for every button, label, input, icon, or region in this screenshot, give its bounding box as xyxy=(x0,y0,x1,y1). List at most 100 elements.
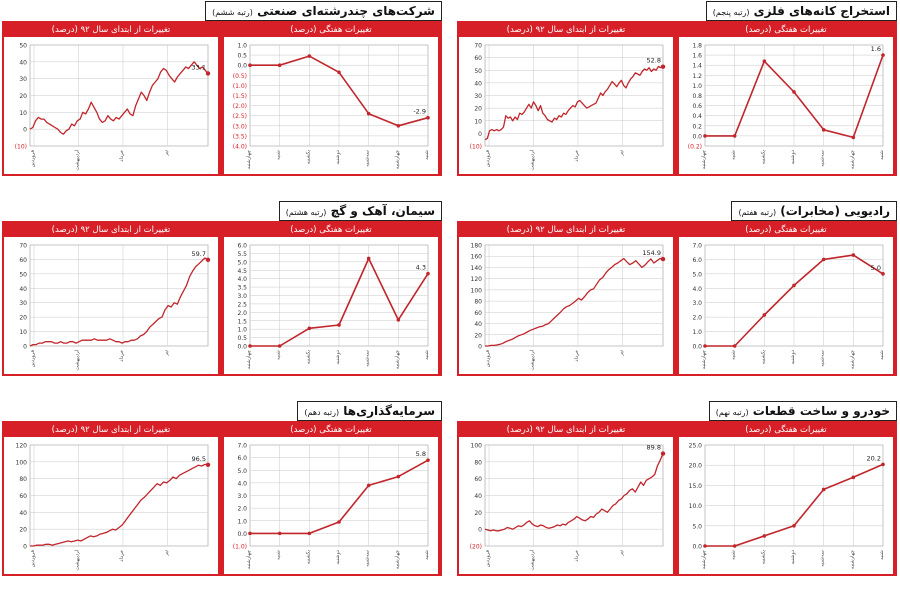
pe-ratio: P/E= ۵/۲ xyxy=(6,180,52,191)
y-tick-label: 1.2 xyxy=(692,73,702,80)
y-tick-label: 1.0 xyxy=(237,43,247,50)
y-tick-label: (10) xyxy=(470,144,482,151)
y-tick-label: 0.0 xyxy=(692,344,702,351)
end-value-label: 52.8 xyxy=(647,57,661,65)
y-tick-label: 30 xyxy=(19,76,27,83)
ytd-chart-plot: (10) 0 10 20 30 40 50 60 70 فروردین اردیبهشت خرداد ت… xyxy=(470,43,666,171)
data-point xyxy=(337,70,341,75)
y-tick-label: 70 xyxy=(19,243,27,250)
y-tick-label: 10 xyxy=(474,118,482,125)
y-tick-label: 60 xyxy=(474,55,482,62)
data-point xyxy=(366,256,371,261)
x-tick-label: خرداد xyxy=(574,550,580,562)
data-point xyxy=(337,323,341,327)
ytd-chart-plot: 0 10 20 30 40 50 60 70 فروردین اردیبهشت خرداد تیر 59… xyxy=(19,243,211,371)
y-tick-label: 2.0 xyxy=(237,506,247,513)
data-point xyxy=(881,462,885,467)
data-point xyxy=(762,59,767,63)
y-tick-label: 0.0 xyxy=(237,63,247,70)
y-tick-label: 20.0 xyxy=(689,463,703,470)
x-tick-label: چهارشنبه xyxy=(849,350,855,369)
x-tick-label: دوشنبه xyxy=(790,150,796,165)
ytd-chart-plot: 0 20 40 60 80 100 120 140 160 180 فروردین اردیبهشت خ… xyxy=(471,243,666,371)
data-point xyxy=(366,483,371,488)
panel-industrial-conglomerates: شرکت‌های چندرشته‌ای صنعتی (رتبه ششم) تغی… xyxy=(2,1,442,191)
x-tick-label: سه‌شنبه xyxy=(365,350,371,367)
y-tick-label: 0.5 xyxy=(237,335,247,342)
y-tick-label: 0.0 xyxy=(692,133,702,140)
y-tick-label: 5.0 xyxy=(692,523,702,530)
x-tick-label: دوشنبه xyxy=(790,350,796,365)
y-tick-label: 3.0 xyxy=(237,293,247,300)
panel-box: تغییرات از ابتدای سال ۹۲ (درصد) (10) 0 10 2… xyxy=(2,21,442,176)
x-tick-label: شنبه xyxy=(731,150,737,160)
x-tick-label: خرداد xyxy=(574,150,580,162)
y-tick-label: 5.0 xyxy=(692,271,702,278)
x-tick-label: چهارشنبه xyxy=(849,550,855,569)
x-tick-label: چهارشنبه xyxy=(246,150,252,169)
data-point xyxy=(307,54,312,58)
y-tick-label: 10 xyxy=(19,329,27,336)
y-tick-label: 50 xyxy=(19,271,27,278)
y-tick-label: 1.0 xyxy=(237,327,247,334)
data-point xyxy=(277,531,282,536)
data-point xyxy=(307,326,312,331)
plot-frame xyxy=(29,244,209,347)
y-tick-label: (1.5) xyxy=(233,93,247,100)
data-point xyxy=(366,111,371,116)
ytd-chart-header: تغییرات از ابتدای سال ۹۲ (درصد) xyxy=(4,224,218,237)
rank-label: (رتبه هشتم) xyxy=(285,208,327,217)
market-value: ارزش بازار(میلیون ریال)=۲۳۹۰۳۱۸,۴۸۸ xyxy=(723,180,891,191)
y-tick-label: 5.5 xyxy=(237,251,247,258)
y-tick-label: 1.8 xyxy=(692,43,702,50)
y-tick-label: 80 xyxy=(474,299,482,306)
y-tick-label: 2.0 xyxy=(692,315,702,322)
y-tick-label: 60 xyxy=(474,310,482,317)
x-tick-label: تیر xyxy=(619,349,625,356)
data-point xyxy=(703,544,707,548)
y-tick-label: (10) xyxy=(15,144,27,151)
y-tick-label: 0 xyxy=(23,344,27,351)
x-tick-label: چهارشنبه xyxy=(394,150,400,169)
y-tick-label: 0.0 xyxy=(237,531,247,538)
market-value: ارزش بازار(میلیون ریال)=۱۳۵,۷۸۶,۰۲۱ xyxy=(726,380,891,391)
x-tick-label: فروردین xyxy=(485,349,491,367)
weekly-chart-plot: 0.0 0.51.0 1.52.0 2.53.03.5 4.04.5 5.05.56.0 چ… xyxy=(237,243,430,370)
x-tick-label: دوشنبه xyxy=(335,150,341,165)
pe-ratio: P/E= ۱۷/۹ xyxy=(461,580,513,591)
data-point xyxy=(821,257,826,262)
panel-box: تغییرات از ابتدای سال ۹۲ (درصد) (10) 0 10 2… xyxy=(457,21,897,176)
x-tick-label: سه‌شنبه xyxy=(820,350,826,367)
x-tick-label: چهارشنبه xyxy=(701,350,707,369)
y-tick-label: 40 xyxy=(19,59,27,66)
data-point xyxy=(732,344,737,348)
data-point xyxy=(307,531,312,536)
x-tick-label: فروردین xyxy=(485,149,491,167)
panel-telecom: رادیویی (مخابرات) (رتبه هفتم) تغییرات از… xyxy=(457,201,897,391)
rank-label: (رتبه ششم) xyxy=(212,8,253,17)
x-tick-label: شنبه xyxy=(276,350,282,360)
y-tick-label: 1.6 xyxy=(692,53,702,60)
end-value-label: 96.5 xyxy=(192,455,206,463)
series-line xyxy=(484,65,664,141)
data-point xyxy=(248,344,252,348)
ytd-chart-header: تغییرات از ابتدای سال ۹۲ (درصد) xyxy=(4,424,218,437)
data-point xyxy=(205,462,211,467)
x-tick-label: یکشنبه xyxy=(760,149,766,164)
x-tick-label: خرداد xyxy=(119,150,125,162)
end-value-label: 4.3 xyxy=(416,264,426,272)
data-point xyxy=(732,134,737,138)
y-tick-label: 0.8 xyxy=(692,93,702,100)
data-point xyxy=(426,458,430,462)
x-tick-label: چهارشنبه xyxy=(701,150,707,169)
y-tick-label: 20 xyxy=(474,106,482,113)
x-tick-label: یکشنبه xyxy=(305,549,311,564)
y-tick-label: (4.0) xyxy=(233,144,247,151)
y-tick-label: 20 xyxy=(474,332,482,339)
x-tick-label: چهارشنبه xyxy=(394,350,400,369)
panel-footer: ارزش بازار(میلیون ریال)=۱۳۵,۷۸۶,۰۲۱ P/E=… xyxy=(457,377,897,395)
panel-title: شرکت‌های چندرشته‌ای صنعتی (رتبه ششم) xyxy=(205,1,442,21)
rank-label: (رتبه نهم) xyxy=(715,408,749,417)
x-tick-label: خرداد xyxy=(119,350,125,362)
end-value-label: 20.2 xyxy=(867,454,881,462)
